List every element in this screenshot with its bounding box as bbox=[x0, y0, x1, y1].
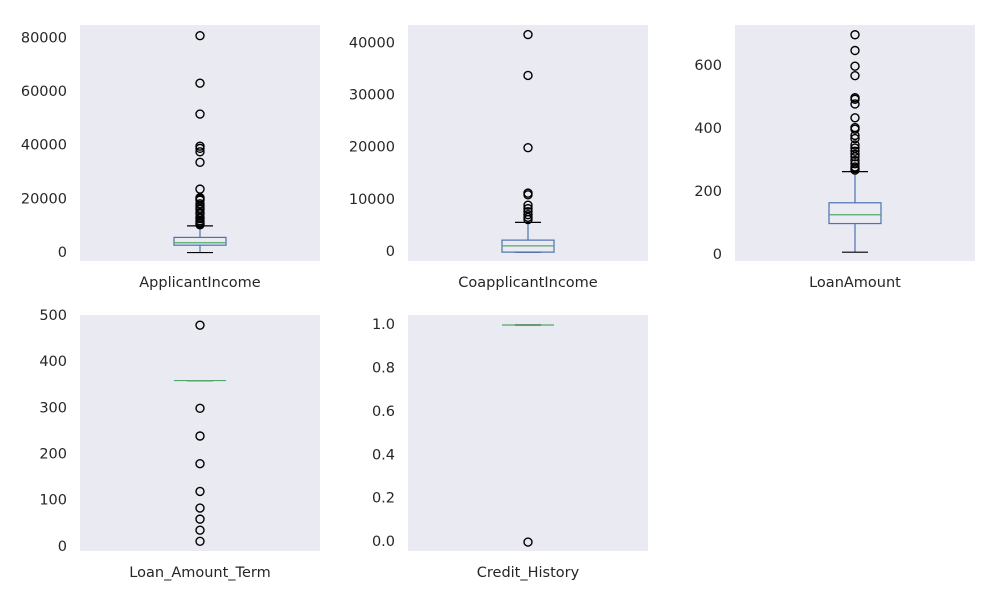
outlier bbox=[195, 503, 205, 513]
outlier bbox=[850, 165, 860, 175]
outlier bbox=[523, 190, 533, 200]
x-tick-label: Loan_Amount_Term bbox=[129, 565, 270, 581]
plot-area bbox=[408, 315, 648, 551]
y-tick-label: 0 bbox=[713, 247, 722, 263]
y-tick-label: 0.0 bbox=[372, 534, 395, 550]
outlier bbox=[850, 149, 860, 160]
outlier bbox=[195, 78, 205, 88]
y-tick-label: 600 bbox=[694, 58, 722, 74]
outlier bbox=[850, 61, 860, 71]
outlier bbox=[850, 70, 860, 81]
outlier bbox=[850, 159, 860, 169]
outlier bbox=[523, 200, 533, 210]
box bbox=[173, 236, 227, 246]
y-tick-label: 0 bbox=[58, 245, 67, 261]
outlier bbox=[195, 525, 205, 535]
outlier bbox=[523, 29, 533, 40]
outlier bbox=[195, 320, 205, 330]
y-tick-label: 0.2 bbox=[372, 491, 395, 507]
outlier bbox=[850, 99, 860, 109]
outlier bbox=[850, 130, 860, 141]
y-tick-label: 30000 bbox=[349, 87, 395, 103]
y-tick-label: 100 bbox=[39, 493, 67, 509]
y-tick-label: 400 bbox=[694, 121, 722, 137]
outlier bbox=[195, 109, 205, 119]
outlier bbox=[523, 214, 533, 225]
outlier bbox=[523, 203, 533, 214]
outlier bbox=[195, 514, 205, 524]
y-tick-label: 400 bbox=[39, 354, 67, 370]
x-tick-label: LoanAmount bbox=[809, 275, 901, 291]
outlier bbox=[195, 486, 205, 497]
outlier bbox=[195, 459, 205, 469]
outlier bbox=[195, 147, 205, 157]
outlier bbox=[850, 124, 860, 134]
outlier bbox=[850, 45, 860, 56]
y-tick-label: 200 bbox=[694, 184, 722, 200]
outlier bbox=[523, 70, 533, 81]
outlier bbox=[195, 536, 205, 547]
outlier bbox=[850, 146, 860, 156]
outlier bbox=[850, 140, 860, 150]
outlier bbox=[850, 94, 860, 104]
outlier bbox=[195, 403, 205, 413]
outlier bbox=[850, 30, 860, 40]
y-tick-label: 0.4 bbox=[372, 447, 395, 463]
y-tick-label: 0.6 bbox=[372, 404, 395, 420]
x-tick-label: Credit_History bbox=[477, 565, 580, 581]
outlier bbox=[850, 143, 860, 153]
y-tick-label: 500 bbox=[39, 308, 67, 324]
outlier bbox=[523, 537, 533, 547]
x-tick-label: ApplicantIncome bbox=[139, 275, 261, 291]
outlier bbox=[195, 143, 205, 154]
y-tick-label: 20000 bbox=[349, 140, 395, 156]
outlier bbox=[850, 113, 860, 123]
y-tick-label: 20000 bbox=[21, 191, 67, 207]
outlier bbox=[195, 31, 205, 41]
outlier bbox=[850, 152, 860, 162]
outlier bbox=[195, 431, 205, 441]
outlier bbox=[523, 142, 533, 153]
y-tick-label: 40000 bbox=[349, 35, 395, 51]
y-tick-label: 60000 bbox=[21, 84, 67, 100]
y-tick-label: 40000 bbox=[21, 138, 67, 154]
outlier bbox=[195, 220, 205, 230]
outlier bbox=[195, 157, 205, 168]
y-tick-label: 200 bbox=[39, 446, 67, 462]
y-tick-label: 300 bbox=[39, 400, 67, 416]
box bbox=[828, 202, 882, 225]
y-tick-label: 10000 bbox=[349, 192, 395, 208]
outlier bbox=[850, 133, 860, 144]
y-tick-label: 0 bbox=[386, 244, 395, 260]
y-tick-label: 80000 bbox=[21, 30, 67, 46]
y-tick-label: 0.8 bbox=[372, 360, 395, 376]
x-tick-label: CoapplicantIncome bbox=[458, 275, 598, 291]
y-tick-label: 0 bbox=[58, 539, 67, 555]
y-tick-label: 1.0 bbox=[372, 317, 395, 333]
outlier bbox=[523, 210, 533, 220]
